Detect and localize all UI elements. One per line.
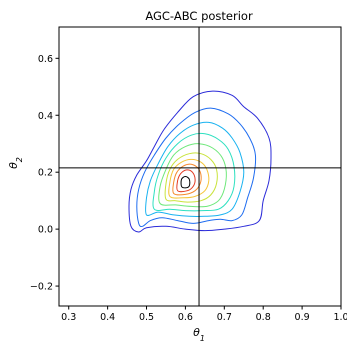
contour-line-level-3 bbox=[145, 121, 245, 218]
y-tick-label: 0.4 bbox=[38, 111, 53, 122]
chart-title: AGC-ABC posterior bbox=[145, 9, 253, 23]
x-axis-label-subscript: 1 bbox=[200, 334, 205, 341]
contour-line-level-2 bbox=[136, 107, 257, 228]
y-axis-label-text: θ bbox=[7, 162, 20, 169]
y-axis-label: θ2 bbox=[7, 157, 24, 169]
x-tick-label: 1.0 bbox=[333, 312, 347, 323]
contour-line-level-10 bbox=[180, 175, 191, 189]
x-axis-ticks: 0.3 0.4 0.5 0.6 0.7 0.8 0.9 1.0 bbox=[61, 306, 347, 323]
y-tick-label: 0.6 bbox=[38, 54, 53, 65]
x-axis-label-text: θ bbox=[193, 326, 200, 339]
y-tick-label: 0.0 bbox=[38, 225, 53, 236]
reference-lines bbox=[59, 27, 341, 306]
y-tick-label: 0.2 bbox=[38, 168, 53, 179]
contour-line-level-4 bbox=[152, 132, 236, 212]
x-tick-label: 0.6 bbox=[178, 312, 193, 323]
y-axis-label-subscript: 2 bbox=[15, 157, 24, 162]
y-tick-label: −0.2 bbox=[30, 282, 53, 293]
x-tick-label: 0.5 bbox=[139, 312, 154, 323]
contour-line-level-1 bbox=[128, 90, 272, 233]
x-tick-label: 0.8 bbox=[256, 312, 271, 323]
x-tick-label: 0.9 bbox=[295, 312, 310, 323]
contour-line-level-6 bbox=[164, 152, 218, 203]
x-tick-label: 0.4 bbox=[100, 312, 115, 323]
plot-frame bbox=[58, 26, 342, 307]
contour-lines bbox=[128, 90, 272, 233]
x-tick-label: 0.3 bbox=[61, 312, 76, 323]
contour-line-level-9 bbox=[176, 169, 196, 193]
contour-line-level-7 bbox=[168, 158, 210, 199]
x-tick-label: 0.7 bbox=[217, 312, 232, 323]
x-axis-label: θ1 bbox=[193, 326, 205, 341]
y-axis-ticks: −0.2 0.0 0.2 0.4 0.6 bbox=[30, 54, 59, 293]
contour-line-level-5 bbox=[158, 143, 227, 208]
